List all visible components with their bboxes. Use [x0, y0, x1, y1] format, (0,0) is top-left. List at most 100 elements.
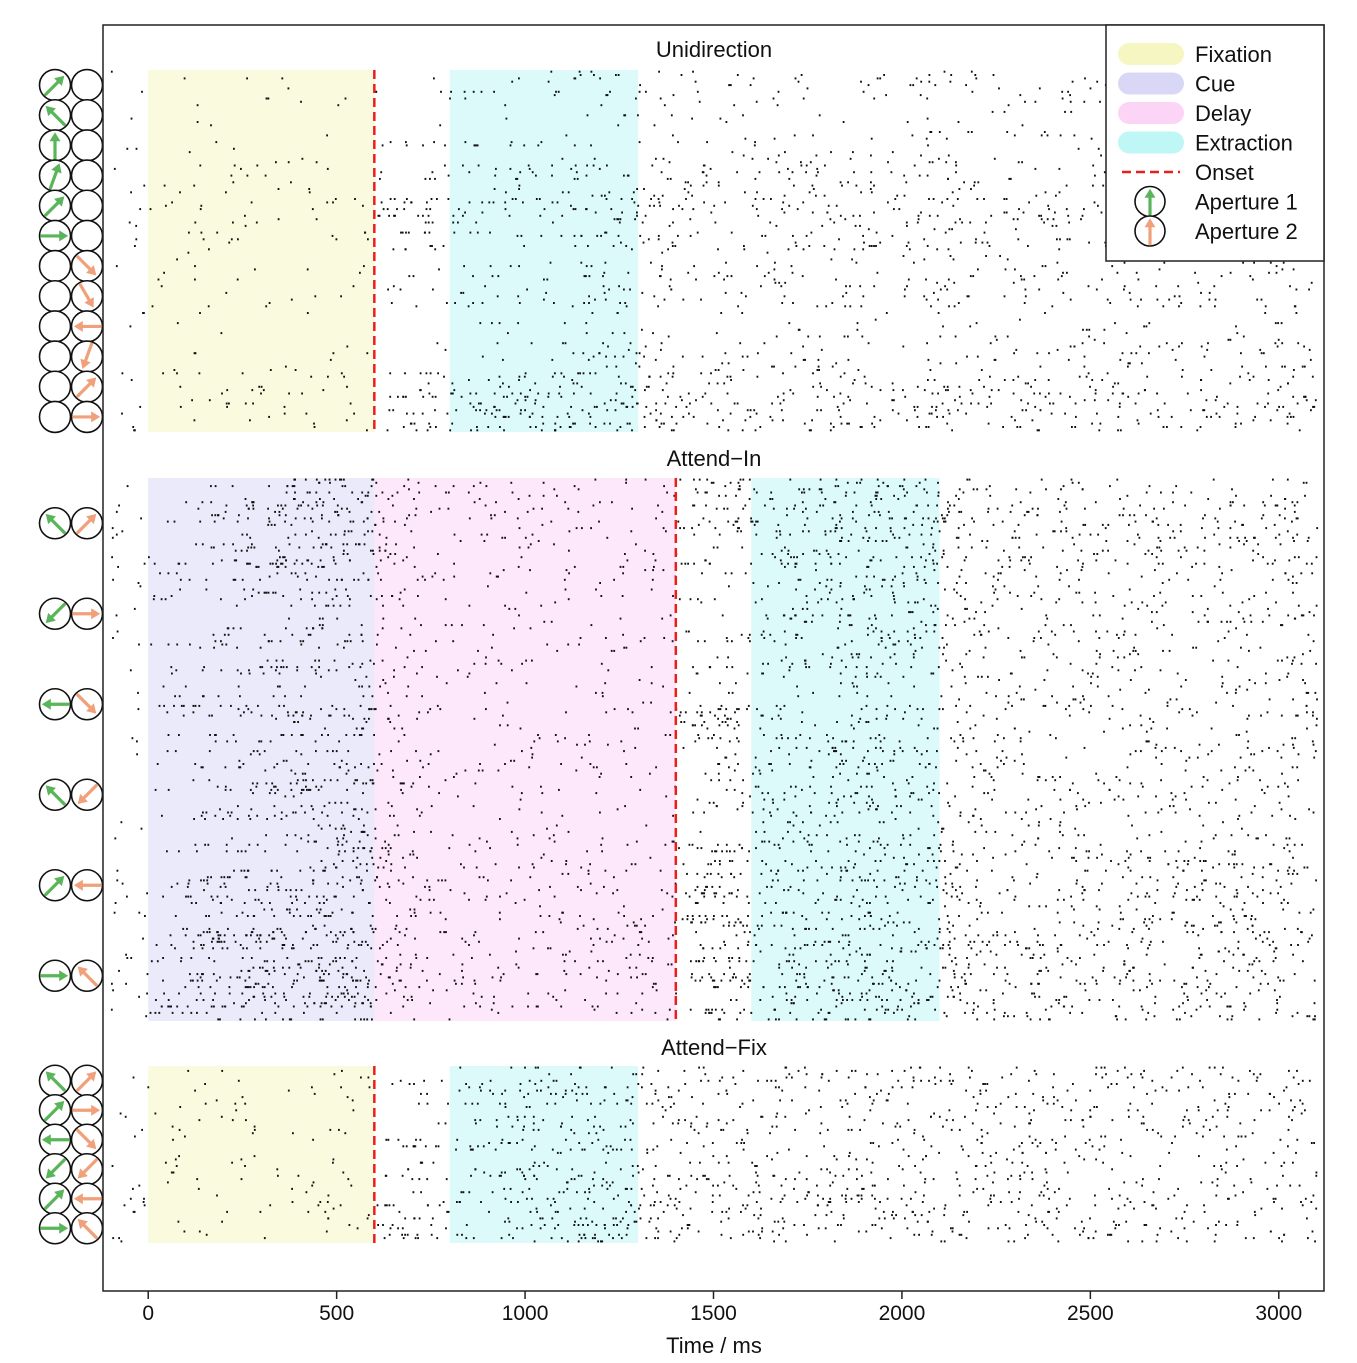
spike	[658, 70, 660, 73]
spike	[1070, 478, 1073, 481]
spike	[387, 498, 390, 500]
spike	[376, 769, 379, 772]
spike	[641, 221, 644, 224]
spike	[697, 598, 699, 601]
spike	[1216, 520, 1219, 523]
spike	[671, 375, 674, 378]
spike	[851, 714, 853, 717]
spike	[1268, 271, 1270, 274]
spike	[1241, 523, 1243, 526]
spike	[464, 141, 467, 144]
spike	[468, 517, 471, 520]
spike	[428, 785, 430, 788]
spike	[1028, 559, 1030, 562]
spike	[661, 268, 663, 271]
spike	[315, 161, 318, 164]
spike	[960, 510, 963, 513]
spike	[389, 141, 392, 144]
spike	[868, 588, 871, 591]
spike	[1057, 498, 1060, 500]
spike	[916, 708, 919, 711]
spike	[244, 498, 247, 500]
spike	[1096, 553, 1099, 555]
spike	[270, 523, 273, 526]
spike	[531, 171, 534, 174]
spike	[540, 811, 543, 814]
spike	[797, 80, 800, 83]
spike	[928, 80, 931, 83]
spike	[575, 769, 578, 772]
spike	[304, 572, 307, 575]
spike	[965, 653, 968, 656]
spike	[363, 543, 366, 546]
spike	[1191, 611, 1194, 614]
spike	[958, 863, 961, 866]
spike	[634, 218, 636, 221]
spike	[946, 614, 949, 617]
spike	[1055, 656, 1058, 659]
spike	[630, 863, 633, 866]
spike	[1023, 656, 1026, 659]
spike	[1129, 679, 1132, 681]
spike	[688, 630, 690, 633]
spike	[1294, 737, 1297, 740]
spike	[552, 834, 555, 837]
spike	[1231, 853, 1234, 856]
spike	[842, 402, 845, 405]
spike	[916, 750, 918, 753]
spike	[826, 834, 828, 837]
spike	[1075, 591, 1078, 594]
spike	[958, 385, 961, 388]
spike	[902, 834, 904, 837]
spike	[941, 402, 944, 405]
spike	[901, 750, 904, 753]
spike	[282, 759, 285, 762]
spike	[980, 601, 983, 604]
spike	[1287, 382, 1289, 385]
spike	[245, 704, 248, 707]
spike	[1071, 856, 1073, 859]
spike	[840, 527, 843, 530]
spike	[1009, 591, 1011, 594]
spike	[1281, 365, 1284, 368]
spike	[782, 837, 784, 840]
spike	[921, 646, 923, 649]
spike	[1017, 238, 1020, 241]
spike	[874, 614, 876, 617]
spike	[975, 322, 978, 325]
spike	[729, 481, 732, 484]
spike	[1212, 837, 1215, 840]
spike	[1083, 834, 1085, 837]
spike	[201, 766, 204, 769]
spike	[241, 533, 244, 536]
spike	[832, 776, 834, 778]
spike	[736, 74, 739, 76]
spike	[1140, 575, 1143, 578]
spike	[337, 104, 340, 107]
spike	[342, 837, 345, 840]
spike	[590, 624, 593, 627]
spike	[892, 643, 895, 646]
spike	[289, 782, 292, 785]
spike	[731, 691, 734, 694]
spike	[741, 312, 744, 314]
spike	[604, 682, 607, 685]
spike	[1049, 734, 1052, 736]
spike	[644, 478, 647, 481]
spike	[647, 385, 650, 388]
spike	[405, 695, 408, 698]
spike	[962, 491, 965, 494]
spike	[642, 701, 645, 704]
spike	[873, 426, 876, 428]
spike	[891, 399, 894, 402]
spike	[620, 241, 622, 244]
spike	[184, 562, 187, 565]
spike	[1199, 860, 1202, 862]
spike	[983, 792, 986, 795]
spike	[977, 402, 980, 405]
spike	[588, 734, 590, 736]
spike	[156, 763, 159, 765]
spike	[428, 422, 431, 425]
spike	[1036, 514, 1039, 517]
spike	[1177, 850, 1180, 853]
